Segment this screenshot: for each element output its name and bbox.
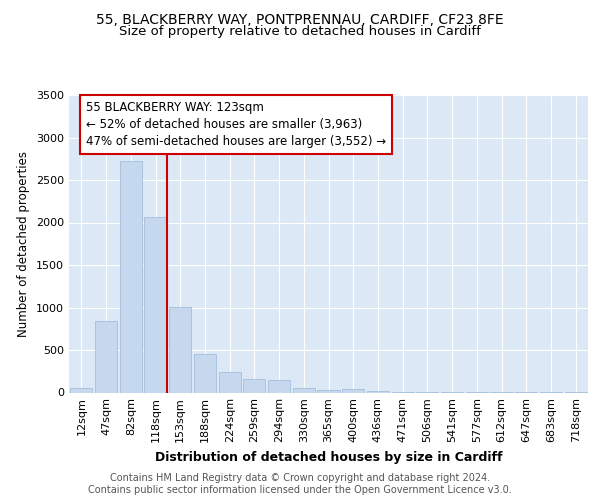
Bar (218, 372, 241, 392)
Text: Size of property relative to detached houses in Cardiff: Size of property relative to detached ho… (119, 25, 481, 38)
X-axis label: Distribution of detached houses by size in Cardiff: Distribution of detached houses by size … (155, 451, 502, 464)
Bar (95, 321, 117, 392)
Bar (70, 388, 92, 392)
Text: 55 BLACKBERRY WAY: 123sqm
← 52% of detached houses are smaller (3,963)
47% of se: 55 BLACKBERRY WAY: 123sqm ← 52% of detac… (86, 101, 386, 148)
Bar (119, 162, 142, 392)
Bar (342, 388, 364, 392)
Bar (317, 390, 340, 392)
Y-axis label: Number of detached properties: Number of detached properties (17, 151, 31, 337)
Bar (243, 380, 265, 392)
Bar (367, 391, 389, 392)
Bar (268, 380, 290, 392)
Bar (169, 306, 191, 392)
Bar (293, 388, 315, 392)
Text: 55, BLACKBERRY WAY, PONTPRENNAU, CARDIFF, CF23 8FE: 55, BLACKBERRY WAY, PONTPRENNAU, CARDIFF… (96, 12, 504, 26)
Bar (145, 217, 167, 392)
Text: Contains HM Land Registry data © Crown copyright and database right 2024.
Contai: Contains HM Land Registry data © Crown c… (88, 474, 512, 495)
Bar (194, 354, 216, 393)
